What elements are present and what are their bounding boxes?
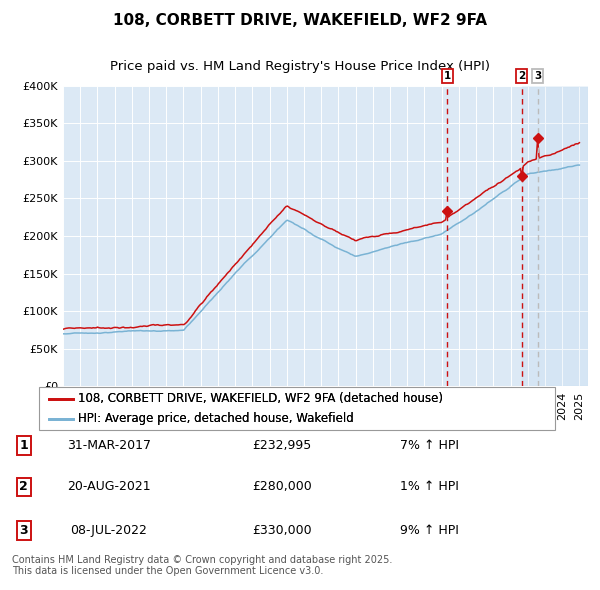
Bar bbox=[522, 86, 588, 386]
Text: 3: 3 bbox=[534, 71, 541, 81]
Text: 08-JUL-2022: 08-JUL-2022 bbox=[70, 524, 148, 537]
Text: HPI: Average price, detached house, Wakefield: HPI: Average price, detached house, Wake… bbox=[77, 412, 353, 425]
Text: 1: 1 bbox=[19, 439, 28, 452]
Text: 7% ↑ HPI: 7% ↑ HPI bbox=[400, 439, 459, 452]
Text: 31-MAR-2017: 31-MAR-2017 bbox=[67, 439, 151, 452]
Text: £280,000: £280,000 bbox=[253, 480, 312, 493]
Text: Price paid vs. HM Land Registry's House Price Index (HPI): Price paid vs. HM Land Registry's House … bbox=[110, 60, 490, 73]
Text: £330,000: £330,000 bbox=[253, 524, 312, 537]
Text: 2: 2 bbox=[19, 480, 28, 493]
Text: 108, CORBETT DRIVE, WAKEFIELD, WF2 9FA (detached house): 108, CORBETT DRIVE, WAKEFIELD, WF2 9FA (… bbox=[77, 392, 443, 405]
Text: HPI: Average price, detached house, Wakefield: HPI: Average price, detached house, Wake… bbox=[77, 412, 353, 425]
Text: 2: 2 bbox=[518, 71, 526, 81]
Text: 9% ↑ HPI: 9% ↑ HPI bbox=[400, 524, 459, 537]
Text: 1% ↑ HPI: 1% ↑ HPI bbox=[400, 480, 459, 493]
Text: Contains HM Land Registry data © Crown copyright and database right 2025.
This d: Contains HM Land Registry data © Crown c… bbox=[12, 555, 392, 576]
Text: 20-AUG-2021: 20-AUG-2021 bbox=[67, 480, 151, 493]
Text: £232,995: £232,995 bbox=[253, 439, 312, 452]
Text: 108, CORBETT DRIVE, WAKEFIELD, WF2 9FA (detached house): 108, CORBETT DRIVE, WAKEFIELD, WF2 9FA (… bbox=[77, 392, 443, 405]
Text: 1: 1 bbox=[443, 71, 451, 81]
Text: 3: 3 bbox=[19, 524, 28, 537]
Text: 108, CORBETT DRIVE, WAKEFIELD, WF2 9FA: 108, CORBETT DRIVE, WAKEFIELD, WF2 9FA bbox=[113, 13, 487, 28]
